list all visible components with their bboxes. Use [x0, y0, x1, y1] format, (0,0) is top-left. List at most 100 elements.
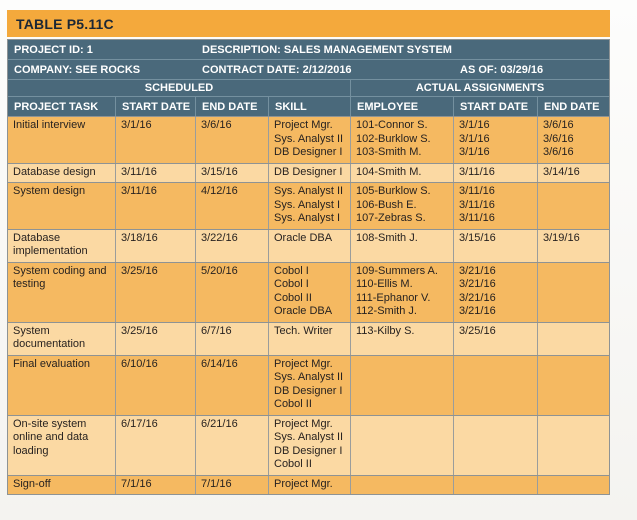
cell-skill-line: Project Mgr.	[274, 417, 333, 430]
cell-employee: 101-Connor S. 102-Burklow S. 103-Smith M.	[351, 117, 454, 163]
cell-project-task: System documentation	[8, 322, 116, 355]
as-of-date-label: AS OF: 03/29/16	[460, 64, 544, 76]
project-info-row: PROJECT ID: 1 DESCRIPTION: SALES MANAGEM…	[8, 40, 609, 60]
cell-skill-line: DB Designer I	[274, 444, 343, 457]
company-label: COMPANY: SEE ROCKS	[14, 64, 141, 76]
cell-scheduled-end-date: 6/21/16	[196, 415, 269, 475]
cell-actual-end-date	[538, 323, 609, 355]
cell-skill: Project Mgr. Sys. Analyst II DB Designer I…	[269, 415, 351, 475]
cell-actual-start-date-line: 3/11/16	[459, 165, 495, 178]
cell-skill-line: Project Mgr.	[274, 357, 333, 370]
cell-employee-line: 102-Burklow S.	[356, 132, 431, 145]
table-row: System design 3/11/16 4/12/16 Sys. Analyst …	[8, 182, 609, 229]
cell-employee-line: 105-Burklow S.	[356, 185, 431, 197]
cell-actual-start-date-line: 3/1/16	[459, 132, 490, 145]
cell-scheduled-end-date: 5/20/16	[196, 262, 269, 322]
cell-skill-line: Oracle DBA	[274, 231, 333, 244]
cell-skill-line: Sys. Analyst I	[274, 212, 341, 224]
cell-skill-line: Cobol II	[274, 458, 312, 470]
cell-project-task: Sign-off	[8, 475, 116, 494]
cell-actual-start-date-line: 3/21/16	[459, 264, 496, 277]
cell-actual-end-date	[538, 476, 609, 495]
cell-employee: 113-Kilby S.	[351, 322, 454, 355]
cell-skill-line: Cobol II	[274, 291, 312, 304]
cell-employee	[351, 415, 454, 475]
cell-scheduled-end-date: 6/14/16	[196, 355, 269, 415]
cell-actual-start-date-line: 3/11/16	[459, 198, 495, 211]
table-body: Initial interview 3/1/16 3/6/16 Project Mgr…	[7, 116, 610, 495]
cell-employee-line: 113-Kilby S.	[356, 324, 415, 337]
cell-skill-line: Project Mgr.	[274, 477, 333, 490]
cell-scheduled-start-date: 3/25/16	[116, 322, 196, 355]
cell-skill-line: Cobol I	[274, 264, 309, 277]
cell-actual-start-date: 3/15/16	[454, 229, 538, 262]
column-header-0-project-task: PROJECT TASK	[8, 97, 116, 116]
cell-skill: Sys. Analyst II Sys. Analyst I Sys. Analys…	[269, 183, 351, 229]
cell-skill: Project Mgr. Sys. Analyst II DB Designer I	[269, 117, 351, 163]
project-assignment-table: TABLE P5.11C PROJECT ID: 1 DESCRIPTION: …	[7, 10, 610, 495]
table-title: TABLE P5.11C	[16, 16, 114, 32]
cell-actual-end-date-line: 3/14/16	[543, 165, 580, 178]
cell-actual-end-date: 3/19/16	[538, 230, 609, 262]
cell-actual-start-date	[454, 475, 538, 494]
project-id-label: PROJECT ID: 1	[14, 44, 93, 56]
cell-skill: Project Mgr. Sys. Analyst II DB Designer I…	[269, 355, 351, 415]
cell-actual-start-date-line: 3/25/16	[459, 324, 496, 337]
cell-scheduled-end-date: 3/6/16	[196, 117, 269, 163]
cell-employee-line: 108-Smith J.	[356, 231, 418, 244]
table-row: System documentation 3/25/16 6/7/16 Tech. W…	[8, 321, 609, 355]
cell-skill-line: Sys. Analyst I	[274, 198, 341, 211]
table-row: Sign-off 7/1/16 7/1/16 Project Mgr.	[8, 474, 609, 495]
cell-skill: DB Designer I	[269, 163, 351, 182]
cell-actual-start-date-line: 3/21/16	[459, 278, 496, 290]
cell-actual-end-date-line: 3/19/16	[543, 231, 580, 244]
table-header: PROJECT ID: 1 DESCRIPTION: SALES MANAGEM…	[7, 39, 610, 116]
column-header-6-end-date: END DATE	[544, 101, 600, 113]
cell-actual-start-date: 3/11/16	[454, 163, 538, 182]
cell-skill-line: Tech. Writer	[274, 324, 333, 337]
cell-actual-start-date: 3/25/16	[454, 322, 538, 355]
cell-scheduled-end-date: 4/12/16	[196, 183, 269, 229]
cell-scheduled-end-date: 3/15/16	[196, 163, 269, 182]
cell-project-task: Final evaluation	[8, 355, 116, 415]
cell-actual-start-date	[454, 415, 538, 475]
cell-actual-start-date-line: 3/11/16	[459, 212, 495, 224]
cell-skill: Cobol I Cobol I Cobol II Oracle DBA	[269, 262, 351, 322]
cell-scheduled-start-date: 3/1/16	[116, 117, 196, 163]
cell-actual-end-date: 3/6/16 3/6/16 3/6/16	[538, 117, 609, 163]
cell-actual-end-date-line: 3/6/16	[543, 119, 574, 131]
cell-employee-line: 106-Bush E.	[356, 198, 417, 211]
cell-employee-line: 104-Smith M.	[356, 165, 422, 178]
table-row: Final evaluation 6/10/16 6/14/16 Project Mg…	[8, 354, 609, 415]
cell-scheduled-start-date: 6/17/16	[116, 415, 196, 475]
cell-employee	[351, 355, 454, 415]
cell-employee-line: 103-Smith M.	[356, 146, 422, 158]
cell-skill-line: DB Designer I	[274, 165, 343, 178]
table-row: On-site system online and data loading 6/…	[8, 414, 609, 475]
cell-employee: 109-Summers A. 110-Ellis M. 111-Ephanor V.…	[351, 262, 454, 322]
cell-skill-line: Cobol I	[274, 278, 309, 290]
cell-skill: Project Mgr.	[269, 475, 351, 494]
cell-actual-start-date: 3/21/16 3/21/16 3/21/16 3/21/16	[454, 262, 538, 322]
column-group-row: SCHEDULED ACTUAL ASSIGNMENTS	[8, 80, 609, 97]
cell-actual-start-date	[454, 355, 538, 415]
cell-scheduled-start-date: 6/10/16	[116, 355, 196, 415]
table-title-bar: TABLE P5.11C	[7, 10, 610, 37]
cell-employee: 105-Burklow S. 106-Bush E. 107-Zebras S.	[351, 183, 454, 229]
cell-employee: 108-Smith J.	[351, 229, 454, 262]
cell-skill-line: Sys. Analyst II	[274, 371, 344, 383]
table-row: Database implementation 3/18/16 3/22/16 Ora…	[8, 228, 609, 262]
table-row: Database design 3/11/16 3/15/16 DB Designer…	[8, 162, 609, 182]
cell-actual-start-date-line: 3/11/16	[459, 185, 495, 197]
cell-actual-start-date-line: 3/1/16	[459, 119, 490, 131]
cell-skill-line: Sys. Analyst II	[274, 431, 344, 443]
cell-project-task: Initial interview	[8, 117, 116, 163]
cell-actual-end-date	[538, 183, 609, 229]
cell-skill-line: Sys. Analyst II	[274, 132, 344, 145]
project-description-label: DESCRIPTION: SALES MANAGEMENT SYSTEM	[202, 44, 452, 56]
cell-project-task: Database implementation	[8, 229, 116, 262]
cell-actual-end-date	[538, 356, 609, 415]
cell-employee-line: 110-Ellis M.	[356, 278, 413, 290]
cell-skill: Oracle DBA	[269, 229, 351, 262]
